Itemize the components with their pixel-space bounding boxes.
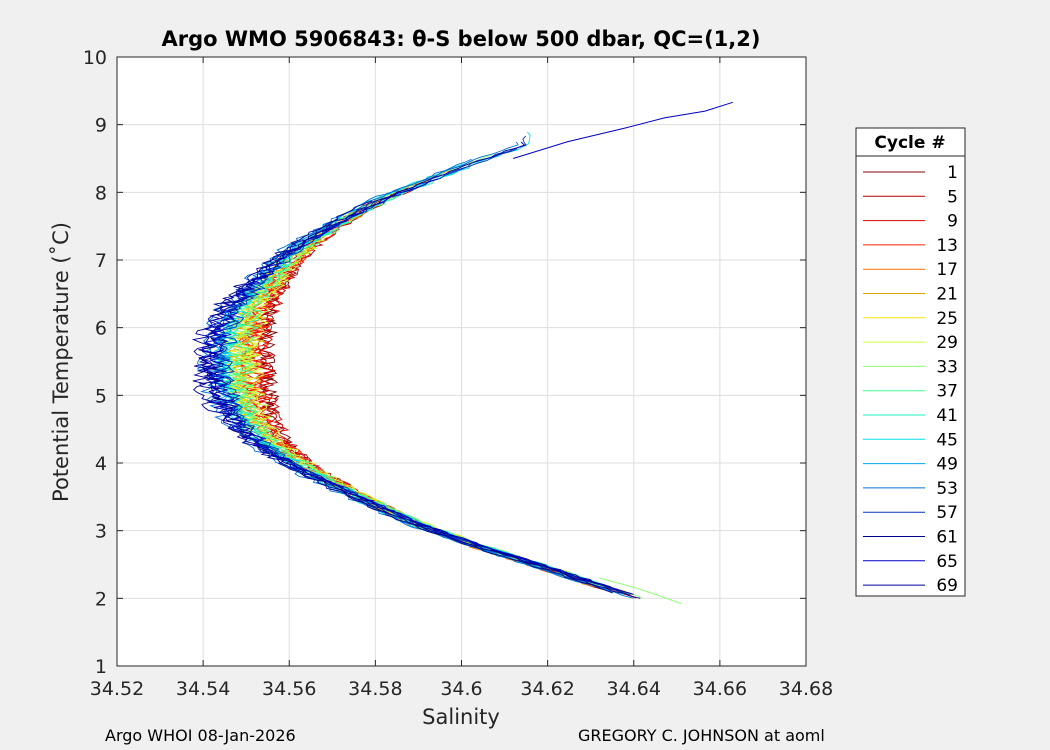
x-tick-label: 34.66 xyxy=(693,678,747,700)
x-tick-label: 34.52 xyxy=(90,678,144,700)
legend-label: 21 xyxy=(936,285,958,305)
y-tick-label: 4 xyxy=(95,453,107,475)
legend-label: 17 xyxy=(936,260,958,280)
x-tick-label: 34.6 xyxy=(440,678,482,700)
legend-box xyxy=(855,127,966,597)
profile-line xyxy=(198,193,632,595)
legend-label: 25 xyxy=(936,309,958,329)
legend-label: 61 xyxy=(936,528,958,548)
x-tick-label: 34.64 xyxy=(607,678,661,700)
y-tick-label: 6 xyxy=(95,318,107,340)
legend: Cycle # 1 5 9 13 17 21 25 29 33 37 41 45 49 53 57 61 65 6… xyxy=(855,127,966,597)
profile-line xyxy=(197,200,613,594)
legend-title: Cycle # xyxy=(874,133,945,153)
y-tick-label: 5 xyxy=(95,385,107,407)
chart-title: Argo WMO 5906843: θ-S below 500 dbar, QC… xyxy=(162,27,761,51)
legend-label: 45 xyxy=(936,430,958,450)
cold-tail-line xyxy=(599,577,682,605)
y-tick-label: 3 xyxy=(95,521,107,543)
legend-label: 13 xyxy=(936,236,958,256)
y-tick-label: 8 xyxy=(95,182,107,204)
legend-entries: 1 5 9 13 17 21 25 29 33 37 41 45 49 53 57 61 65 69 xyxy=(863,163,958,596)
legend-label: 9 xyxy=(947,212,958,232)
legend-label: 1 xyxy=(947,163,958,183)
footer-left: Argo WHOI 08-Jan-2026 xyxy=(105,726,296,745)
legend-label: 5 xyxy=(947,187,958,207)
legend-label: 69 xyxy=(936,576,958,596)
x-tick-label: 34.58 xyxy=(348,678,402,700)
x-tick-label: 34.56 xyxy=(262,678,316,700)
x-tick-label: 34.68 xyxy=(779,678,833,700)
profile-line xyxy=(233,193,611,588)
y-tick-label: 1 xyxy=(95,656,107,678)
x-tick-label: 34.54 xyxy=(176,678,230,700)
legend-label: 65 xyxy=(936,552,958,572)
legend-label: 41 xyxy=(936,406,958,426)
y-tick-label: 9 xyxy=(95,115,107,137)
legend-label: 37 xyxy=(936,382,958,402)
legend-label: 57 xyxy=(936,503,958,523)
y-axis-label: Potential Temperature (˚C) xyxy=(49,222,73,502)
profile-line xyxy=(204,224,634,595)
profile-line xyxy=(241,245,629,594)
y-tick-label: 7 xyxy=(95,250,107,272)
legend-label: 29 xyxy=(936,333,958,353)
axis-ticks: 34.52 34.54 34.56 34.58 34.6 34.62 34.64 34.66 3… xyxy=(83,47,833,700)
warm-tail-line xyxy=(513,101,733,159)
x-axis-label: Salinity xyxy=(422,705,500,729)
legend-label: 49 xyxy=(936,455,958,475)
legend-label: 33 xyxy=(936,357,958,377)
profile-line xyxy=(196,158,589,585)
y-tick-label: 2 xyxy=(95,588,107,610)
footer-right: GREGORY C. JOHNSON at aoml xyxy=(578,726,825,745)
y-tick-label: 10 xyxy=(83,47,107,69)
x-tick-label: 34.62 xyxy=(520,678,574,700)
profile-curves xyxy=(191,101,733,605)
legend-label: 53 xyxy=(936,479,958,499)
